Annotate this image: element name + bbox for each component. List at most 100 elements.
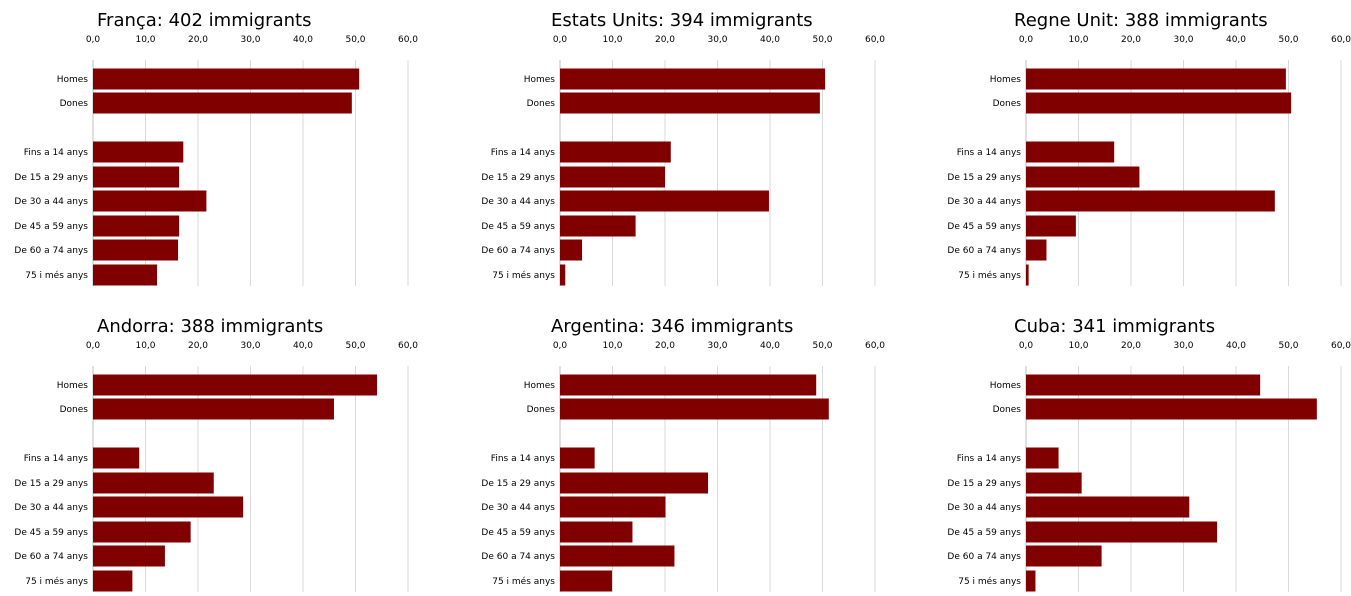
x-tick-label: 10,0 xyxy=(602,341,622,351)
chart-plot: 0,0 10,0 20,0 30,0 40,0 50,0 60,0 Homes Dones Fin… xyxy=(14,35,418,286)
bar xyxy=(1026,496,1190,518)
category-label: Dones xyxy=(60,405,89,415)
x-tick-label: 30,0 xyxy=(240,35,260,45)
x-tick-label: 60,0 xyxy=(398,341,418,351)
bar xyxy=(560,545,675,567)
category-label: Dones xyxy=(993,405,1022,415)
x-tick-label: 40,0 xyxy=(1226,341,1246,351)
x-tick-label: 0,0 xyxy=(86,35,101,45)
category-label: De 15 a 29 anys xyxy=(14,173,88,183)
x-tick-label: 30,0 xyxy=(1173,341,1193,351)
bar xyxy=(93,496,244,518)
chart-title: Regne Unit: 388 immigrants xyxy=(1014,10,1268,31)
x-tick-label: 40,0 xyxy=(760,341,780,351)
bar xyxy=(1026,141,1115,163)
category-label: De 60 a 74 anys xyxy=(14,246,88,256)
category-label: Homes xyxy=(524,381,556,391)
category-label: Homes xyxy=(524,75,556,85)
category-label: Dones xyxy=(993,99,1022,109)
category-label: Dones xyxy=(527,99,556,109)
x-tick-label: 20,0 xyxy=(1121,35,1141,45)
category-label: De 30 a 44 anys xyxy=(481,197,555,207)
chart-title: Cuba: 341 immigrants xyxy=(1014,316,1216,337)
bar xyxy=(1026,92,1292,114)
bar xyxy=(1026,190,1275,212)
category-label: De 45 a 59 anys xyxy=(14,528,88,538)
x-tick-label: 60,0 xyxy=(1331,341,1351,351)
chart-plot: 0,0 10,0 20,0 30,0 40,0 50,0 60,0 Homes Dones Fin… xyxy=(947,35,1351,286)
category-label: De 45 a 59 anys xyxy=(947,528,1021,538)
category-label: De 30 a 44 anys xyxy=(14,197,88,207)
category-label: De 45 a 59 anys xyxy=(481,222,555,232)
x-tick-label: 40,0 xyxy=(1226,35,1246,45)
bar xyxy=(1026,239,1047,261)
chart-panel: Argentina: 346 immigrants 0,0 10,0 20,0 30,0… xyxy=(467,306,917,596)
x-tick-label: 20,0 xyxy=(188,35,208,45)
category-label: Fins a 14 anys xyxy=(491,454,556,464)
bar xyxy=(93,398,334,420)
category-label: Homes xyxy=(990,381,1022,391)
chart-title: Argentina: 346 immigrants xyxy=(551,316,794,337)
x-tick-label: 50,0 xyxy=(812,341,832,351)
category-label: De 30 a 44 anys xyxy=(14,503,88,513)
x-tick-label: 60,0 xyxy=(865,341,885,351)
bar xyxy=(1026,545,1102,567)
bar xyxy=(1026,166,1140,188)
x-tick-label: 0,0 xyxy=(1019,341,1034,351)
x-tick-label: 40,0 xyxy=(293,35,313,45)
x-tick-label: 20,0 xyxy=(655,35,675,45)
bar xyxy=(560,496,666,518)
category-label: De 15 a 29 anys xyxy=(481,479,555,489)
category-label: De 15 a 29 anys xyxy=(947,173,1021,183)
category-label: 75 i més anys xyxy=(492,270,555,281)
chart-panel: Regne Unit: 388 immigrants 0,0 10,0 20,0 30,… xyxy=(933,0,1351,290)
category-label: 75 i més anys xyxy=(25,270,88,281)
category-label: De 15 a 29 anys xyxy=(14,479,88,489)
category-label: 75 i més anys xyxy=(958,576,1021,587)
bar xyxy=(1026,521,1218,543)
category-label: Fins a 14 anys xyxy=(24,454,89,464)
bar xyxy=(93,264,158,286)
category-label: De 60 a 74 anys xyxy=(14,552,88,562)
bar xyxy=(93,521,191,543)
bar xyxy=(93,166,180,188)
bar xyxy=(560,398,829,420)
bar xyxy=(560,141,671,163)
bar xyxy=(560,264,566,286)
x-tick-label: 50,0 xyxy=(345,35,365,45)
category-label: De 45 a 59 anys xyxy=(14,222,88,232)
chart-panel: Cuba: 341 immigrants 0,0 10,0 20,0 30,0 40,0 5… xyxy=(933,306,1351,596)
category-label: Fins a 14 anys xyxy=(957,454,1022,464)
bar xyxy=(93,190,207,212)
category-label: Homes xyxy=(57,75,89,85)
chart-plot: 0,0 10,0 20,0 30,0 40,0 50,0 60,0 Homes Dones Fin… xyxy=(947,341,1351,592)
x-tick-label: 20,0 xyxy=(1121,341,1141,351)
category-label: De 60 a 74 anys xyxy=(481,552,555,562)
chart-panel: França: 402 immigrants 0,0 10,0 20,0 30,0 40,… xyxy=(0,0,450,290)
chart-title: Estats Units: 394 immigrants xyxy=(551,10,813,31)
bar xyxy=(1026,215,1076,237)
category-label: De 45 a 59 anys xyxy=(481,528,555,538)
category-label: Homes xyxy=(990,75,1022,85)
category-label: De 15 a 29 anys xyxy=(947,479,1021,489)
chart-plot: 0,0 10,0 20,0 30,0 40,0 50,0 60,0 Homes Dones Fin… xyxy=(481,341,885,592)
bar xyxy=(560,92,820,114)
x-tick-label: 0,0 xyxy=(553,35,568,45)
bar xyxy=(1026,264,1029,286)
bar xyxy=(560,239,583,261)
x-tick-label: 20,0 xyxy=(655,341,675,351)
x-tick-label: 0,0 xyxy=(553,341,568,351)
bar xyxy=(560,447,595,469)
x-tick-label: 10,0 xyxy=(602,35,622,45)
category-label: Dones xyxy=(60,99,89,109)
category-label: De 15 a 29 anys xyxy=(481,173,555,183)
bar xyxy=(93,472,214,494)
x-tick-label: 40,0 xyxy=(293,341,313,351)
x-tick-label: 30,0 xyxy=(707,341,727,351)
bar xyxy=(1026,570,1036,592)
x-tick-label: 30,0 xyxy=(1173,35,1193,45)
chart-panel: Andorra: 388 immigrants 0,0 10,0 20,0 30,0 40… xyxy=(0,306,450,596)
x-tick-label: 30,0 xyxy=(240,341,260,351)
x-tick-label: 60,0 xyxy=(398,35,418,45)
bar xyxy=(93,141,184,163)
